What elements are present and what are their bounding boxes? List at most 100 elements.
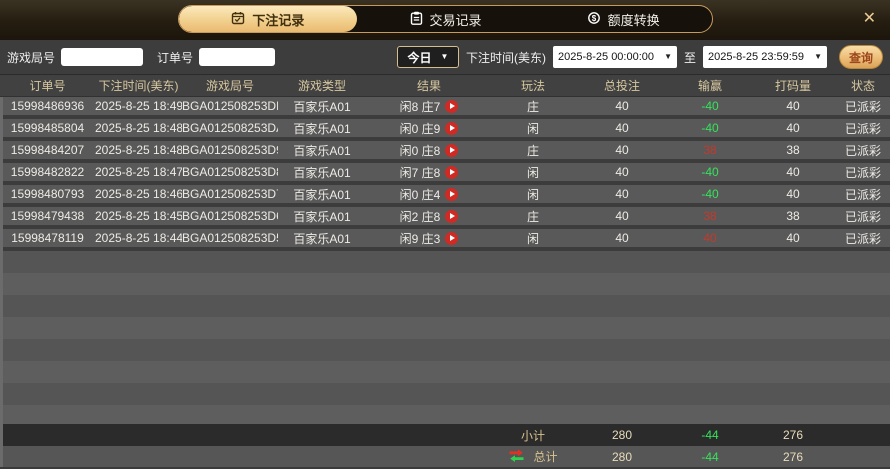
- cell-game-type: 百家乐A01: [293, 209, 351, 224]
- col-order-no: 订单号: [29, 79, 66, 93]
- cell-bet-time: 2025-8-25 18:47: [95, 165, 182, 179]
- top-bar: 下注记录 交易记录 $: [0, 0, 890, 40]
- cell-bet-time: 2025-8-25 18:44: [95, 231, 182, 245]
- range-preset-value: 今日: [407, 50, 432, 65]
- order-no-label: 订单号: [157, 50, 194, 65]
- table-row: 15998479438 2025-8-25 18:45 BGA012508253…: [0, 207, 890, 229]
- cell-play-type: 闲: [526, 231, 539, 246]
- filter-right-group: 今日 ▼ 下注时间(美东) 2025-8-25 00:00:00 ▼ 至 202…: [396, 45, 883, 69]
- end-time-picker[interactable]: 2025-8-25 23:59:59 ▼: [703, 46, 827, 68]
- cell-game-round: BGA012508253DB: [182, 99, 278, 113]
- cell-result: 闲7 庄8: [366, 164, 492, 181]
- tab-group: 下注记录 交易记录 $: [178, 5, 713, 33]
- cell-turnover: 40: [786, 231, 800, 245]
- subtotal-win-loss: -44: [701, 428, 719, 442]
- play-replay-icon[interactable]: [445, 187, 459, 201]
- clipboard-icon: [410, 11, 423, 28]
- col-game-round: 游戏局号: [205, 79, 254, 93]
- cell-total-bet: 40: [615, 231, 629, 245]
- subtotal-turnover: 276: [782, 428, 804, 442]
- cell-play-type: 闲: [526, 187, 539, 202]
- calendar-icon: [231, 11, 245, 28]
- result-text: 闲0 庄9: [399, 121, 441, 136]
- cell-game-round: BGA012508253D8: [182, 165, 278, 179]
- play-replay-icon[interactable]: [445, 231, 459, 245]
- cell-game-round: BGA012508253DA: [182, 121, 278, 135]
- subtotal-row: 小计 280 -44 276: [0, 424, 890, 446]
- play-replay-icon[interactable]: [445, 209, 459, 223]
- cell-total-bet: 40: [615, 165, 629, 179]
- cell-status: 已派彩: [844, 121, 881, 136]
- cell-result: 闲9 庄3: [366, 230, 492, 247]
- col-game-type: 游戏类型: [297, 79, 346, 93]
- filter-bar: 游戏局号 订单号 今日 ▼ 下注时间(美东) 2025-8-25 00:00:0…: [0, 40, 890, 75]
- start-time-picker[interactable]: 2025-8-25 00:00:00 ▼: [552, 46, 677, 68]
- table-row: 15998484207 2025-8-25 18:48 BGA012508253…: [0, 141, 890, 163]
- bet-time-label: 下注时间(美东): [465, 50, 546, 65]
- cell-order-no: 15998485804: [10, 121, 85, 135]
- cell-game-round: BGA012508253D7: [182, 187, 278, 201]
- cell-result: 闲8 庄7: [366, 98, 492, 115]
- search-button[interactable]: 查询: [839, 45, 883, 69]
- cell-turnover: 40: [786, 165, 800, 179]
- cell-win-loss: -40: [701, 165, 719, 179]
- chevron-down-icon: ▼: [664, 52, 672, 61]
- cell-game-round: BGA012508253D6: [182, 209, 278, 223]
- tab-transaction-records[interactable]: 交易记录: [357, 6, 535, 32]
- game-round-label: 游戏局号: [7, 50, 56, 65]
- tab-credit-transfer[interactable]: $ 额度转换: [534, 6, 712, 32]
- tab-label: 下注记录: [252, 12, 305, 28]
- result-text: 闲0 庄8: [399, 143, 441, 158]
- svg-text:$: $: [591, 13, 596, 22]
- exchange-refresh-icon[interactable]: [508, 448, 525, 465]
- cell-bet-time: 2025-8-25 18:48: [95, 143, 182, 157]
- cell-status: 已派彩: [844, 143, 881, 158]
- cell-order-no: 15998486936: [10, 99, 85, 113]
- cell-game-type: 百家乐A01: [293, 165, 351, 180]
- play-replay-icon[interactable]: [445, 143, 459, 157]
- table-body: 15998486936 2025-8-25 18:49 BGA012508253…: [0, 97, 890, 251]
- cell-result: 闲0 庄8: [366, 142, 492, 159]
- cell-game-type: 百家乐A01: [293, 143, 351, 158]
- play-replay-icon[interactable]: [445, 165, 459, 179]
- cell-result: 闲2 庄8: [366, 208, 492, 225]
- cell-play-type: 庄: [526, 209, 539, 224]
- play-replay-icon[interactable]: [445, 121, 459, 135]
- total-win-loss: -44: [701, 449, 719, 464]
- col-play-type: 玩法: [520, 79, 545, 93]
- play-replay-icon[interactable]: [445, 99, 459, 113]
- cell-game-type: 百家乐A01: [293, 187, 351, 202]
- end-time-value: 2025-8-25 23:59:59: [708, 51, 805, 63]
- col-result: 结果: [416, 79, 441, 93]
- close-icon[interactable]: ✕: [862, 10, 876, 27]
- cell-result: 闲0 庄4: [366, 186, 492, 203]
- result-text: 闲8 庄7: [399, 99, 441, 114]
- tab-betting-records[interactable]: 下注记录: [179, 6, 357, 32]
- cell-win-loss: -40: [701, 121, 719, 135]
- game-round-input[interactable]: [61, 48, 144, 66]
- result-text: 闲9 庄3: [399, 231, 441, 246]
- total-row: 总计 280 -44 276: [0, 446, 890, 469]
- total-turnover: 276: [782, 449, 804, 464]
- cell-win-loss: 38: [703, 143, 717, 157]
- cell-order-no: 15998479438: [10, 209, 85, 223]
- cell-bet-time: 2025-8-25 18:48: [95, 121, 182, 135]
- cell-total-bet: 40: [615, 99, 629, 113]
- total-label: 总计: [533, 450, 558, 464]
- order-no-input[interactable]: [199, 48, 276, 66]
- tab-label: 交易记录: [429, 12, 482, 28]
- col-win-loss: 输赢: [697, 79, 722, 93]
- cell-status: 已派彩: [844, 187, 881, 202]
- total-bet: 280: [611, 449, 633, 464]
- result-text: 闲7 庄8: [399, 165, 441, 180]
- to-label: 至: [683, 50, 696, 65]
- col-turnover: 打码量: [774, 79, 811, 93]
- cell-turnover: 40: [786, 187, 800, 201]
- cell-order-no: 15998484207: [10, 143, 85, 157]
- result-text: 闲2 庄8: [399, 209, 441, 224]
- cell-win-loss: 40: [703, 231, 717, 245]
- cell-total-bet: 40: [615, 187, 629, 201]
- cell-turnover: 40: [786, 121, 800, 135]
- range-preset-select[interactable]: 今日 ▼: [396, 46, 459, 68]
